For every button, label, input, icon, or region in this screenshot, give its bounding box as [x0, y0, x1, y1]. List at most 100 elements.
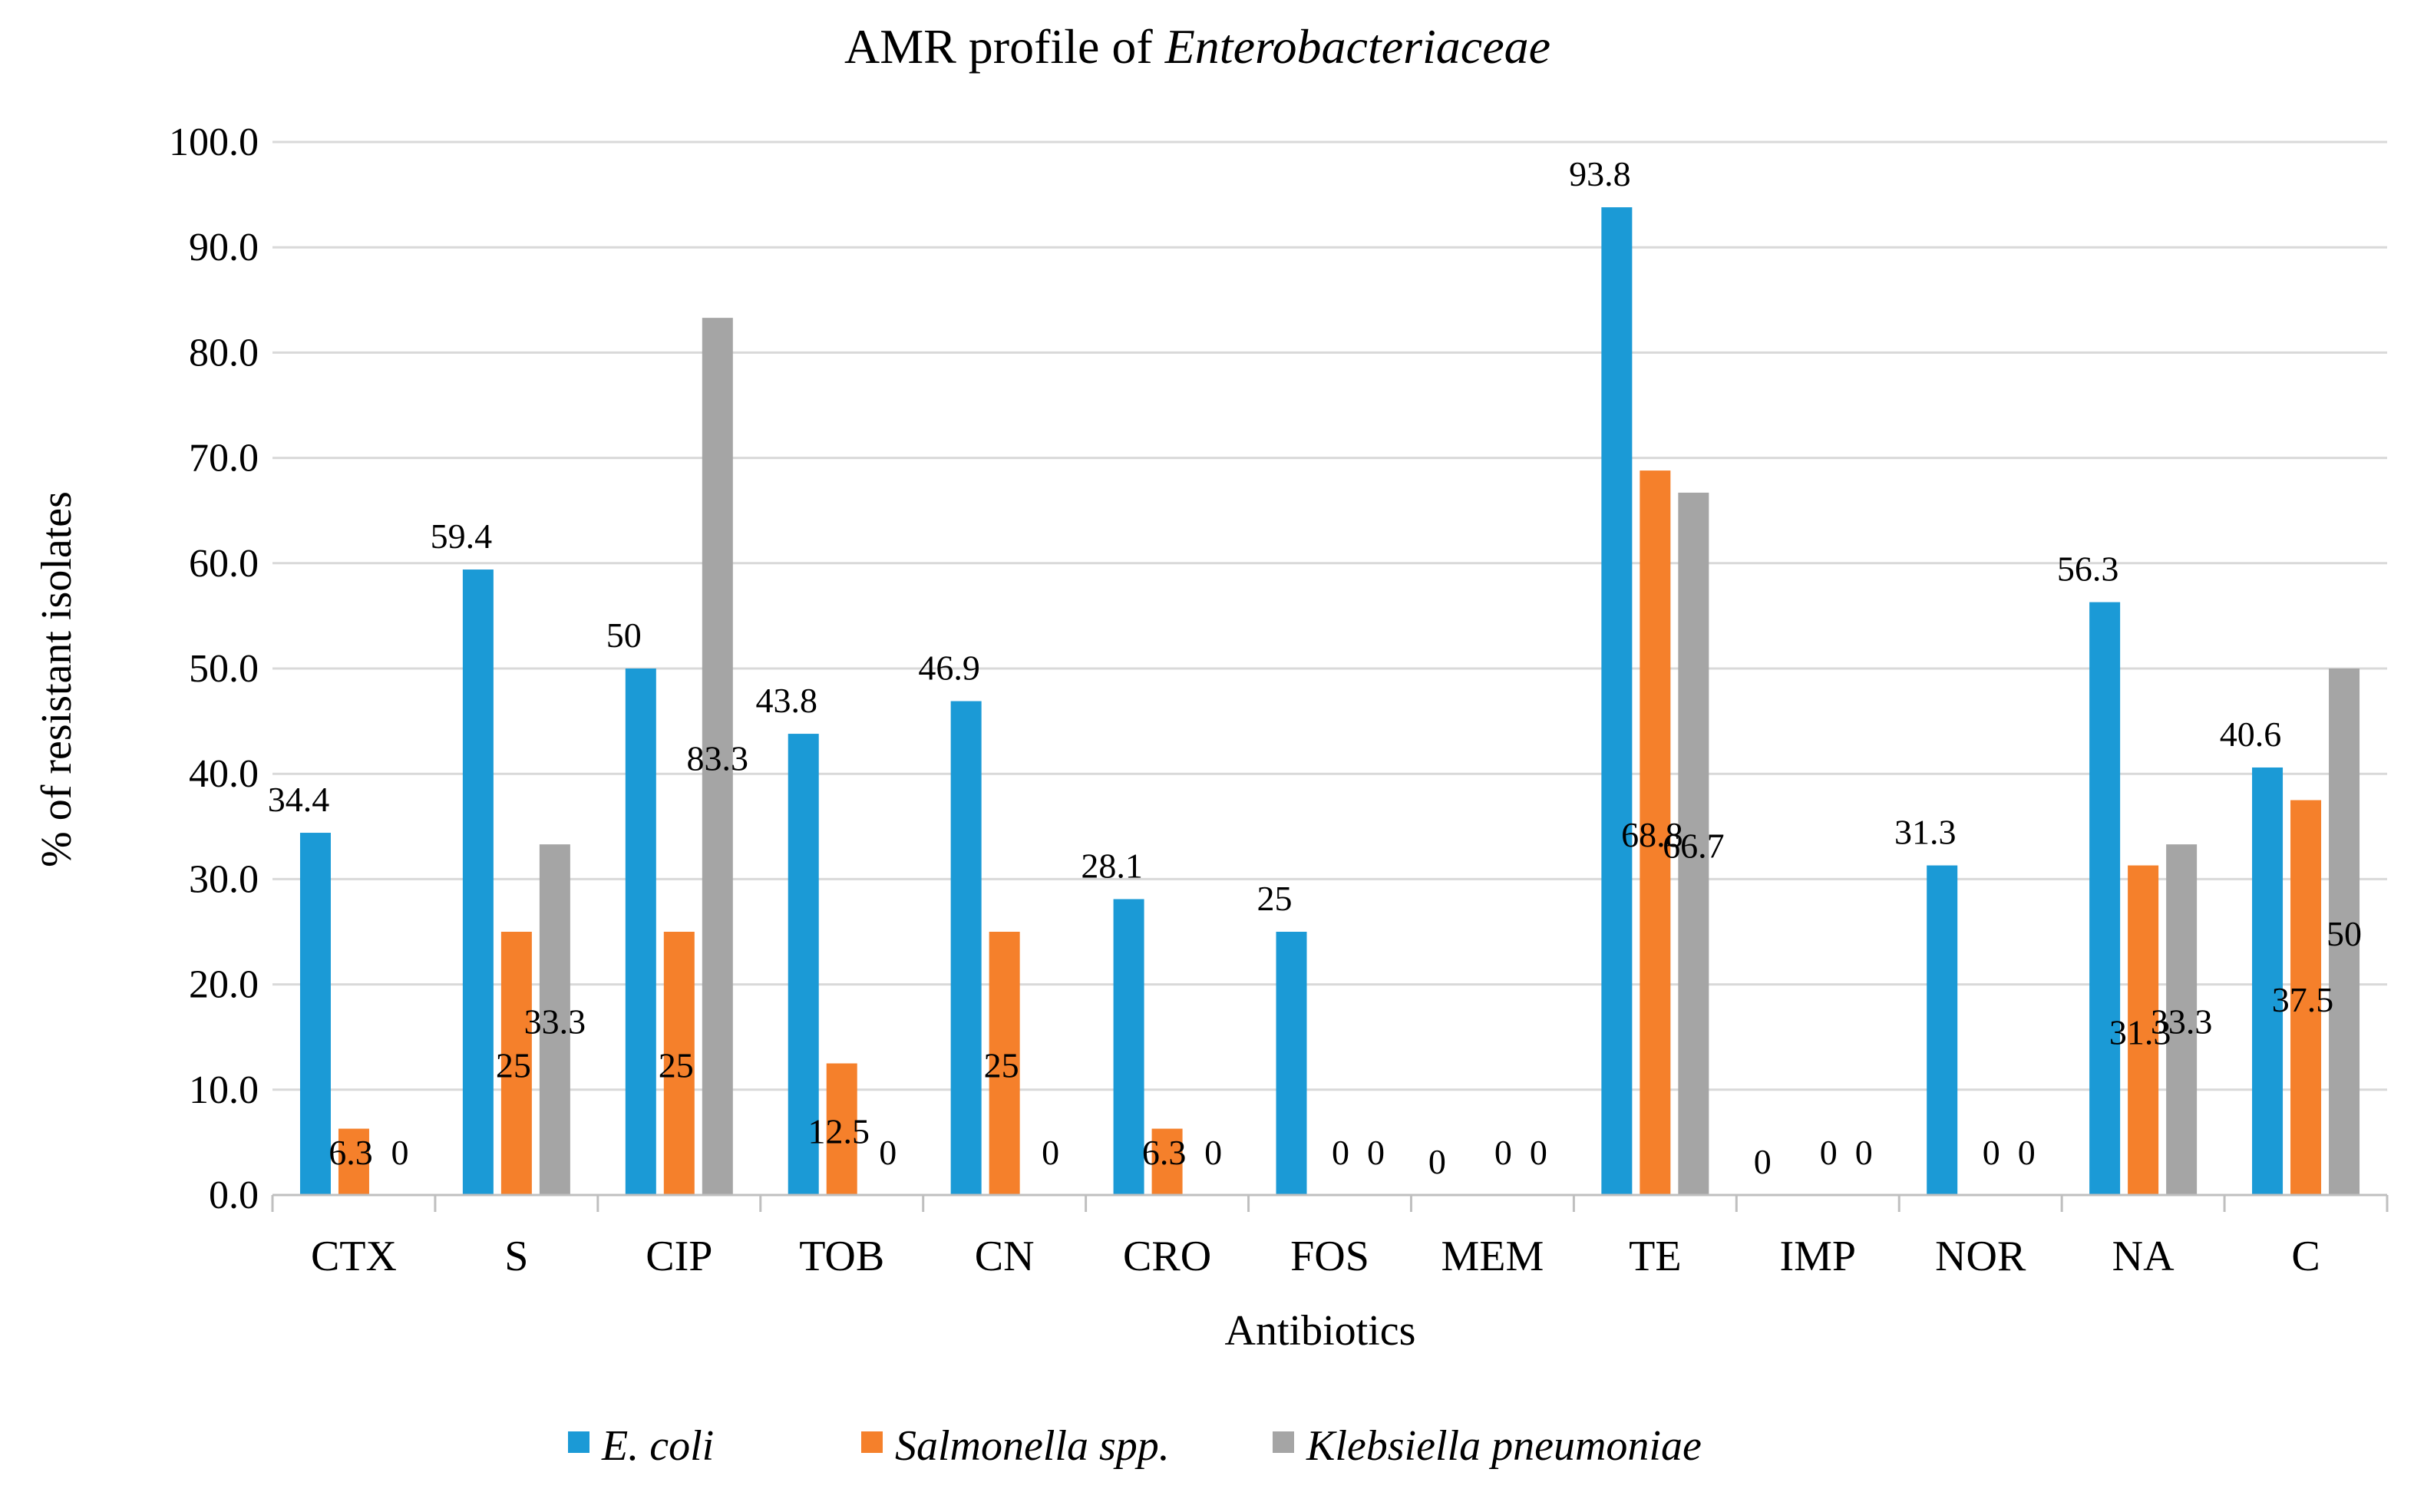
data-label-c-series-3: 50 — [2326, 914, 2362, 953]
y-tick-label: 100.0 — [169, 120, 259, 164]
data-label-nor-series-2: 0 — [1983, 1133, 2000, 1172]
x-axis-title: Antibiotics — [1225, 1307, 1416, 1355]
bar-te-series-2 — [1640, 470, 1671, 1195]
data-label-cn-series-2: 25 — [984, 1046, 1019, 1085]
data-label-s-series-3: 33.3 — [524, 1002, 586, 1042]
bar-cn-series-1 — [950, 701, 982, 1195]
data-label-mem-series-2: 0 — [1494, 1133, 1512, 1172]
data-label-tob-series-2: 12.5 — [807, 1111, 870, 1151]
y-tick-label: 70.0 — [189, 437, 259, 480]
data-label-tob-series-3: 0 — [879, 1133, 897, 1172]
bar-te-series-1 — [1601, 207, 1633, 1196]
x-tick-label: NA — [2112, 1233, 2175, 1280]
data-label-mem-series-3: 0 — [1530, 1133, 1547, 1172]
data-label-mem-series-1: 0 — [1428, 1142, 1446, 1181]
legend-swatch-series-3 — [1273, 1431, 1294, 1453]
legend-label-series-1: E. coli — [601, 1422, 714, 1470]
data-label-s-series-2: 25 — [496, 1046, 531, 1085]
x-tick-label: CTX — [311, 1233, 397, 1280]
data-label-nor-series-3: 0 — [2018, 1133, 2036, 1172]
y-axis-ticks: 0.0 10.0 20.0 30.0 40.0 50.0 60.0 70.0 80.0 90.0 1… — [169, 120, 259, 1217]
data-label-ctx-series-1: 34.4 — [268, 780, 330, 819]
bar-na-series-3 — [2166, 844, 2198, 1195]
data-label-fos-series-3: 0 — [1367, 1133, 1385, 1172]
data-label-na-series-3: 33.3 — [2151, 1002, 2213, 1042]
y-tick-label: 40.0 — [189, 752, 259, 796]
bar-c-series-3 — [2329, 669, 2360, 1195]
data-label-tob-series-1: 43.8 — [755, 681, 817, 720]
bar-s-series-2 — [500, 932, 532, 1195]
x-tick-label: CIP — [646, 1233, 712, 1280]
data-label-na-series-1: 56.3 — [2057, 550, 2119, 589]
legend-label-series-2: Salmonella spp. — [895, 1422, 1170, 1470]
data-label-te-series-2: 68.8 — [1621, 815, 1683, 854]
x-tick-label: CN — [975, 1233, 1035, 1280]
legend-swatch-series-1 — [568, 1431, 589, 1453]
x-tick-label: TOB — [799, 1233, 884, 1280]
y-tick-label: 10.0 — [189, 1068, 259, 1112]
bar-s-series-3 — [539, 844, 570, 1195]
data-label-cro-series-2: 6.3 — [1142, 1133, 1187, 1172]
legend: E. coli Salmonella spp. Klebsiella pneumon… — [568, 1422, 1702, 1470]
data-label-cip-series-1: 50 — [606, 616, 642, 655]
bar-tob-series-1 — [788, 734, 819, 1195]
data-label-te-series-1: 93.8 — [1569, 154, 1631, 193]
bar-fos-series-1 — [1276, 932, 1307, 1195]
data-label-imp-series-2: 0 — [1820, 1133, 1838, 1172]
bar-cip-series-1 — [625, 669, 656, 1195]
data-label-cip-series-3: 83.3 — [687, 739, 749, 778]
x-tick-label: C — [2291, 1233, 2320, 1280]
data-label-te-series-3: 66.7 — [1663, 826, 1725, 865]
x-tick-label: MEM — [1441, 1233, 1544, 1280]
data-label-ctx-series-2: 6.3 — [329, 1133, 373, 1172]
bar-s-series-1 — [462, 569, 494, 1195]
y-tick-label: 0.0 — [209, 1174, 259, 1217]
y-tick-label: 80.0 — [189, 331, 259, 375]
bar-na-series-2 — [2128, 865, 2159, 1195]
y-tick-label: 20.0 — [189, 963, 259, 1007]
legend-swatch-series-2 — [861, 1431, 883, 1453]
x-tick-label: IMP — [1779, 1233, 1856, 1280]
data-label-cro-series-1: 28.1 — [1081, 846, 1143, 885]
data-label-cn-series-1: 46.9 — [918, 649, 980, 688]
bar-ctx-series-2 — [338, 1128, 369, 1195]
data-labels: 34.46.3 059.42533.3502583.343.812.5046.92… — [268, 154, 2362, 1181]
chart-title: AMR profile of Enterobacteriaceae — [844, 19, 1550, 74]
legend-label-series-3: Klebsiella pneumoniae — [1306, 1422, 1702, 1470]
bar-tob-series-2 — [826, 1063, 857, 1195]
bar-cro-series-2 — [1151, 1128, 1183, 1195]
bars — [299, 207, 2360, 1196]
data-label-imp-series-1: 0 — [1754, 1142, 1772, 1181]
x-tick-label: S — [504, 1233, 528, 1280]
bar-cn-series-2 — [989, 932, 1020, 1195]
data-label-s-series-1: 59.4 — [431, 517, 493, 556]
x-axis-ticks: CTX S CIP TOB CN CRO FOS MEM TE IMP NOR NA C — [271, 1195, 2389, 1280]
data-label-cip-series-2: 25 — [659, 1046, 694, 1085]
bar-c-series-2 — [2290, 800, 2322, 1195]
x-tick-label: CRO — [1123, 1233, 1211, 1280]
y-tick-label: 50.0 — [189, 647, 259, 691]
y-tick-label: 60.0 — [189, 542, 259, 586]
bar-nor-series-1 — [1927, 865, 1958, 1195]
x-tick-label: NOR — [1935, 1233, 2026, 1280]
data-label-na-series-2: 31.3 — [2109, 1012, 2171, 1051]
x-tick-label: TE — [1629, 1233, 1681, 1280]
data-label-c-series-1: 40.6 — [2220, 715, 2282, 754]
data-label-imp-series-3: 0 — [1855, 1133, 1873, 1172]
gridlines — [272, 140, 2387, 1091]
data-label-fos-series-2: 0 — [1332, 1133, 1349, 1172]
bar-cip-series-3 — [702, 318, 733, 1195]
data-label-fos-series-1: 25 — [1257, 879, 1293, 918]
bar-ctx-series-1 — [299, 833, 331, 1195]
bar-cro-series-1 — [1113, 899, 1144, 1195]
y-tick-label: 90.0 — [189, 226, 259, 269]
bar-te-series-3 — [1678, 492, 1709, 1195]
data-label-c-series-2: 37.5 — [2272, 980, 2334, 1019]
y-tick-label: 30.0 — [189, 857, 259, 901]
data-label-cro-series-3: 0 — [1204, 1133, 1222, 1172]
data-label-cn-series-3: 0 — [1042, 1133, 1059, 1172]
bar-c-series-1 — [2252, 767, 2284, 1195]
x-tick-label: FOS — [1290, 1233, 1369, 1280]
bar-na-series-1 — [2089, 602, 2121, 1195]
